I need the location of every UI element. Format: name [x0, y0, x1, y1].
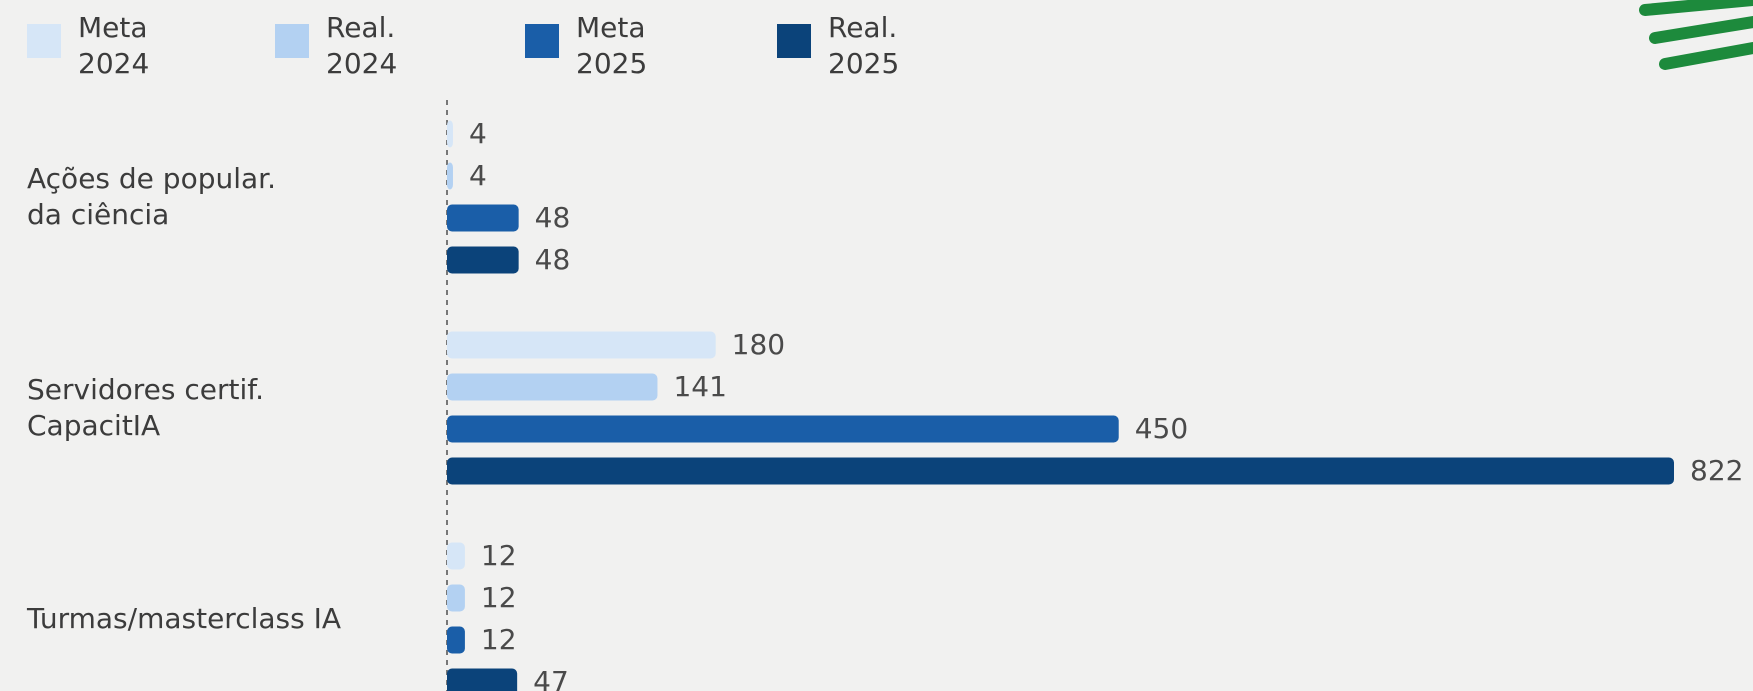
value-label: 822: [1690, 454, 1743, 487]
legend-label: Meta 2025: [576, 11, 648, 80]
value-label: 12: [481, 623, 517, 656]
bar: [447, 415, 1119, 443]
category-label: Turmas/masterclass IA: [27, 602, 342, 635]
bar: [447, 120, 453, 148]
value-label: 48: [535, 243, 571, 276]
value-label: 4: [469, 159, 487, 192]
value-label: 141: [673, 370, 726, 403]
legend-swatch: [275, 24, 309, 58]
value-label: 12: [481, 539, 517, 572]
legend-swatch: [777, 24, 811, 58]
bar: [447, 373, 658, 401]
legend-label: Real. 2024: [326, 11, 398, 80]
bar: [447, 668, 518, 691]
value-label: 48: [535, 201, 571, 234]
value-label: 4: [469, 117, 487, 150]
legend-swatch: [525, 24, 559, 58]
bar: [447, 542, 465, 570]
category-label: Ações de popular. da ciência: [27, 162, 277, 231]
value-label: 180: [732, 328, 785, 361]
bar: [447, 162, 453, 190]
bar: [447, 457, 1674, 485]
bar: [447, 584, 465, 612]
value-label: 450: [1135, 412, 1188, 445]
value-label: 12: [481, 581, 517, 614]
legend-label: Meta 2024: [78, 11, 150, 80]
bar: [447, 626, 465, 654]
logo: [1639, 0, 1753, 70]
value-label: 47: [533, 665, 569, 691]
category-label: Servidores certif. CapacitIA: [27, 373, 264, 442]
legend-label: Real. 2025: [828, 11, 900, 80]
bar: [447, 331, 716, 359]
legend-swatch: [27, 24, 61, 58]
bar: [447, 204, 519, 232]
bar: [447, 246, 519, 274]
